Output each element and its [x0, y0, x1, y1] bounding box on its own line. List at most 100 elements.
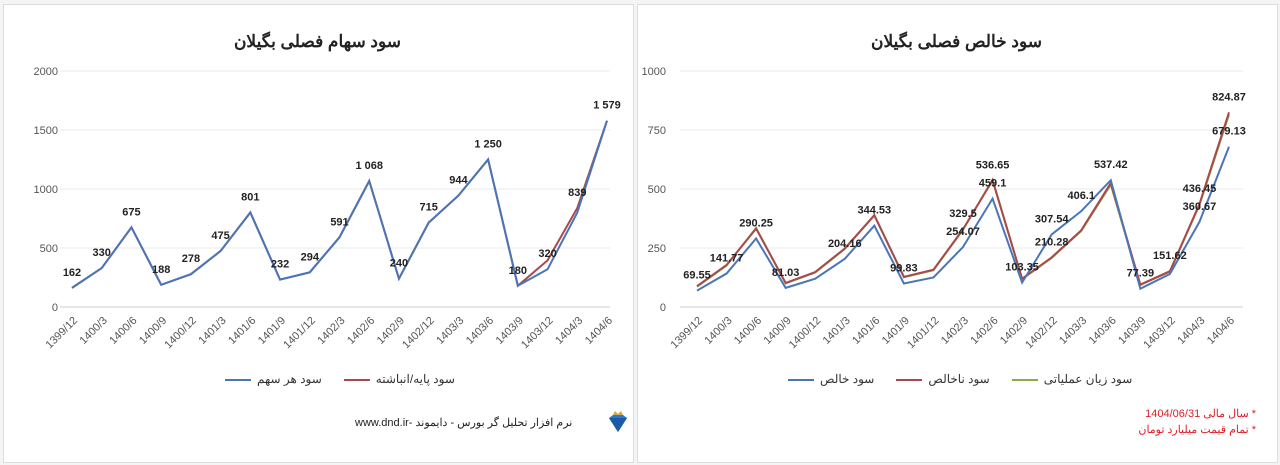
x-tick-label: 1402/3: [939, 315, 971, 347]
legend-item[interactable]: سود ناخالص: [896, 372, 990, 386]
data-label: 254.07: [946, 226, 980, 238]
data-label: 436.45: [1183, 183, 1217, 195]
data-label: 536.65: [976, 159, 1010, 171]
data-label: 232: [271, 259, 289, 271]
software-credit: نرم افزار تحلیل گر بورس - دایموند -www.d…: [355, 417, 573, 429]
data-label: 406.1: [1067, 190, 1095, 202]
data-label: 278: [182, 253, 200, 265]
x-tick-label: 1401/12: [905, 315, 942, 352]
legend-label: سود خالص: [820, 372, 875, 386]
data-label: 69.55: [683, 270, 711, 282]
data-label: 537.42: [1094, 159, 1128, 171]
x-tick-label: 1401/6: [850, 315, 882, 347]
data-label: 839: [568, 187, 586, 199]
x-tick-label: 1401/12: [281, 315, 318, 352]
y-tick-label: 500: [40, 243, 58, 255]
series-line: [696, 146, 1230, 292]
data-label: 679.13: [1212, 126, 1246, 138]
data-label: 459.1: [979, 178, 1007, 190]
data-label: 475: [211, 230, 229, 242]
legend-swatch: [896, 378, 923, 381]
x-tick-label: 1400/3: [702, 315, 734, 347]
legend-swatch: [1011, 378, 1038, 381]
data-label: 944: [449, 175, 468, 187]
data-label: 103.35: [1005, 262, 1039, 274]
x-tick-label: 1399/12: [44, 315, 81, 352]
x-tick-label: 1402/12: [400, 315, 437, 352]
x-tick-label: 1402/6: [968, 315, 1000, 347]
y-tick-label: 2000: [34, 66, 58, 78]
x-tick-label: 1400/12: [787, 315, 824, 352]
data-label: 675: [122, 206, 140, 218]
data-label: 1 250: [474, 139, 502, 151]
data-label: 180: [509, 265, 527, 277]
series-line: [696, 112, 1230, 288]
legend-item[interactable]: سود هر سهم: [225, 372, 322, 386]
x-tick-label: 1404/3: [1175, 315, 1207, 347]
x-tick-label: 1403/6: [464, 315, 496, 347]
legend-item[interactable]: سود خالص: [788, 372, 874, 386]
data-label: 240: [390, 258, 408, 270]
x-tick-label: 1401/3: [821, 315, 853, 347]
y-tick-label: 0: [660, 302, 666, 314]
data-label: 1 068: [355, 160, 383, 172]
data-label: 307.54: [1035, 213, 1070, 225]
x-tick-label: 1403/3: [434, 315, 466, 347]
x-tick-label: 1403/12: [1141, 315, 1178, 352]
legend-swatch: [788, 378, 814, 381]
x-tick-label: 1400/12: [162, 315, 199, 352]
data-label: 162: [63, 267, 81, 279]
chart-title: سود سهام فصلی بگیلان: [233, 32, 402, 51]
legend-label: سود پایه/انباشته: [375, 372, 455, 386]
x-tick-label: 1404/3: [553, 315, 585, 347]
data-label: 151.62: [1153, 250, 1187, 262]
diamond-logo-icon: [609, 411, 627, 432]
y-tick-label: 750: [648, 125, 666, 137]
x-tick-label: 1402/6: [345, 315, 377, 347]
x-tick-label: 1399/12: [669, 315, 706, 352]
series-line: [71, 120, 608, 289]
x-tick-label: 1402/12: [1023, 315, 1060, 352]
legend-swatch: [343, 378, 370, 381]
y-tick-label: 1500: [34, 125, 58, 137]
unit-note: * تمام قیمت میلیارد تومان: [1138, 424, 1256, 436]
data-label: 77.39: [1127, 268, 1155, 280]
data-label: 715: [419, 202, 437, 214]
x-tick-label: 1403/6: [1087, 315, 1119, 347]
data-label: 801: [241, 191, 259, 203]
y-tick-label: 1000: [642, 66, 666, 78]
legend-item[interactable]: سود پایه/انباشته: [343, 372, 455, 386]
legend-swatch: [225, 378, 251, 381]
eps-chart-panel: [3, 4, 634, 463]
data-label: 210.28: [1035, 236, 1069, 248]
legend-label: سود ناخالص: [928, 372, 990, 386]
data-label: 81.03: [772, 267, 800, 279]
x-tick-label: 1400/6: [732, 315, 764, 347]
data-label: 141.77: [710, 253, 744, 265]
data-label: 824.87: [1212, 91, 1246, 103]
data-label: 290.25: [739, 218, 773, 230]
data-label: 330: [93, 247, 111, 259]
data-label: 1 579: [593, 100, 621, 112]
data-label: 99.83: [890, 262, 918, 274]
legend-item[interactable]: سود زیان عملیاتی: [1011, 372, 1132, 386]
x-tick-label: 1404/6: [1205, 315, 1237, 347]
net-profit-chart-panel: [637, 4, 1278, 463]
x-tick-label: 1401/6: [226, 315, 258, 347]
chart-title: سود خالص فصلی بگیلان: [870, 32, 1042, 51]
x-tick-label: 1400/3: [78, 315, 110, 347]
x-tick-label: 1402/3: [315, 315, 347, 347]
legend: سود پایه/انباشته سود هر سهم: [225, 372, 455, 386]
x-tick-label: 1403/3: [1057, 315, 1089, 347]
data-label: 294: [301, 251, 320, 263]
x-tick-label: 1403/12: [519, 315, 556, 352]
data-label: 591: [330, 216, 348, 228]
series-line: [71, 120, 608, 289]
y-tick-label: 0: [52, 302, 58, 314]
legend: سود زیان عملیاتی سود ناخالص سود خالص: [788, 372, 1132, 386]
y-tick-label: 500: [648, 184, 666, 196]
data-label: 329.5: [949, 208, 977, 220]
y-tick-label: 1000: [34, 184, 58, 196]
x-tick-label: 1401/3: [196, 315, 228, 347]
data-label: 204.16: [828, 238, 862, 250]
